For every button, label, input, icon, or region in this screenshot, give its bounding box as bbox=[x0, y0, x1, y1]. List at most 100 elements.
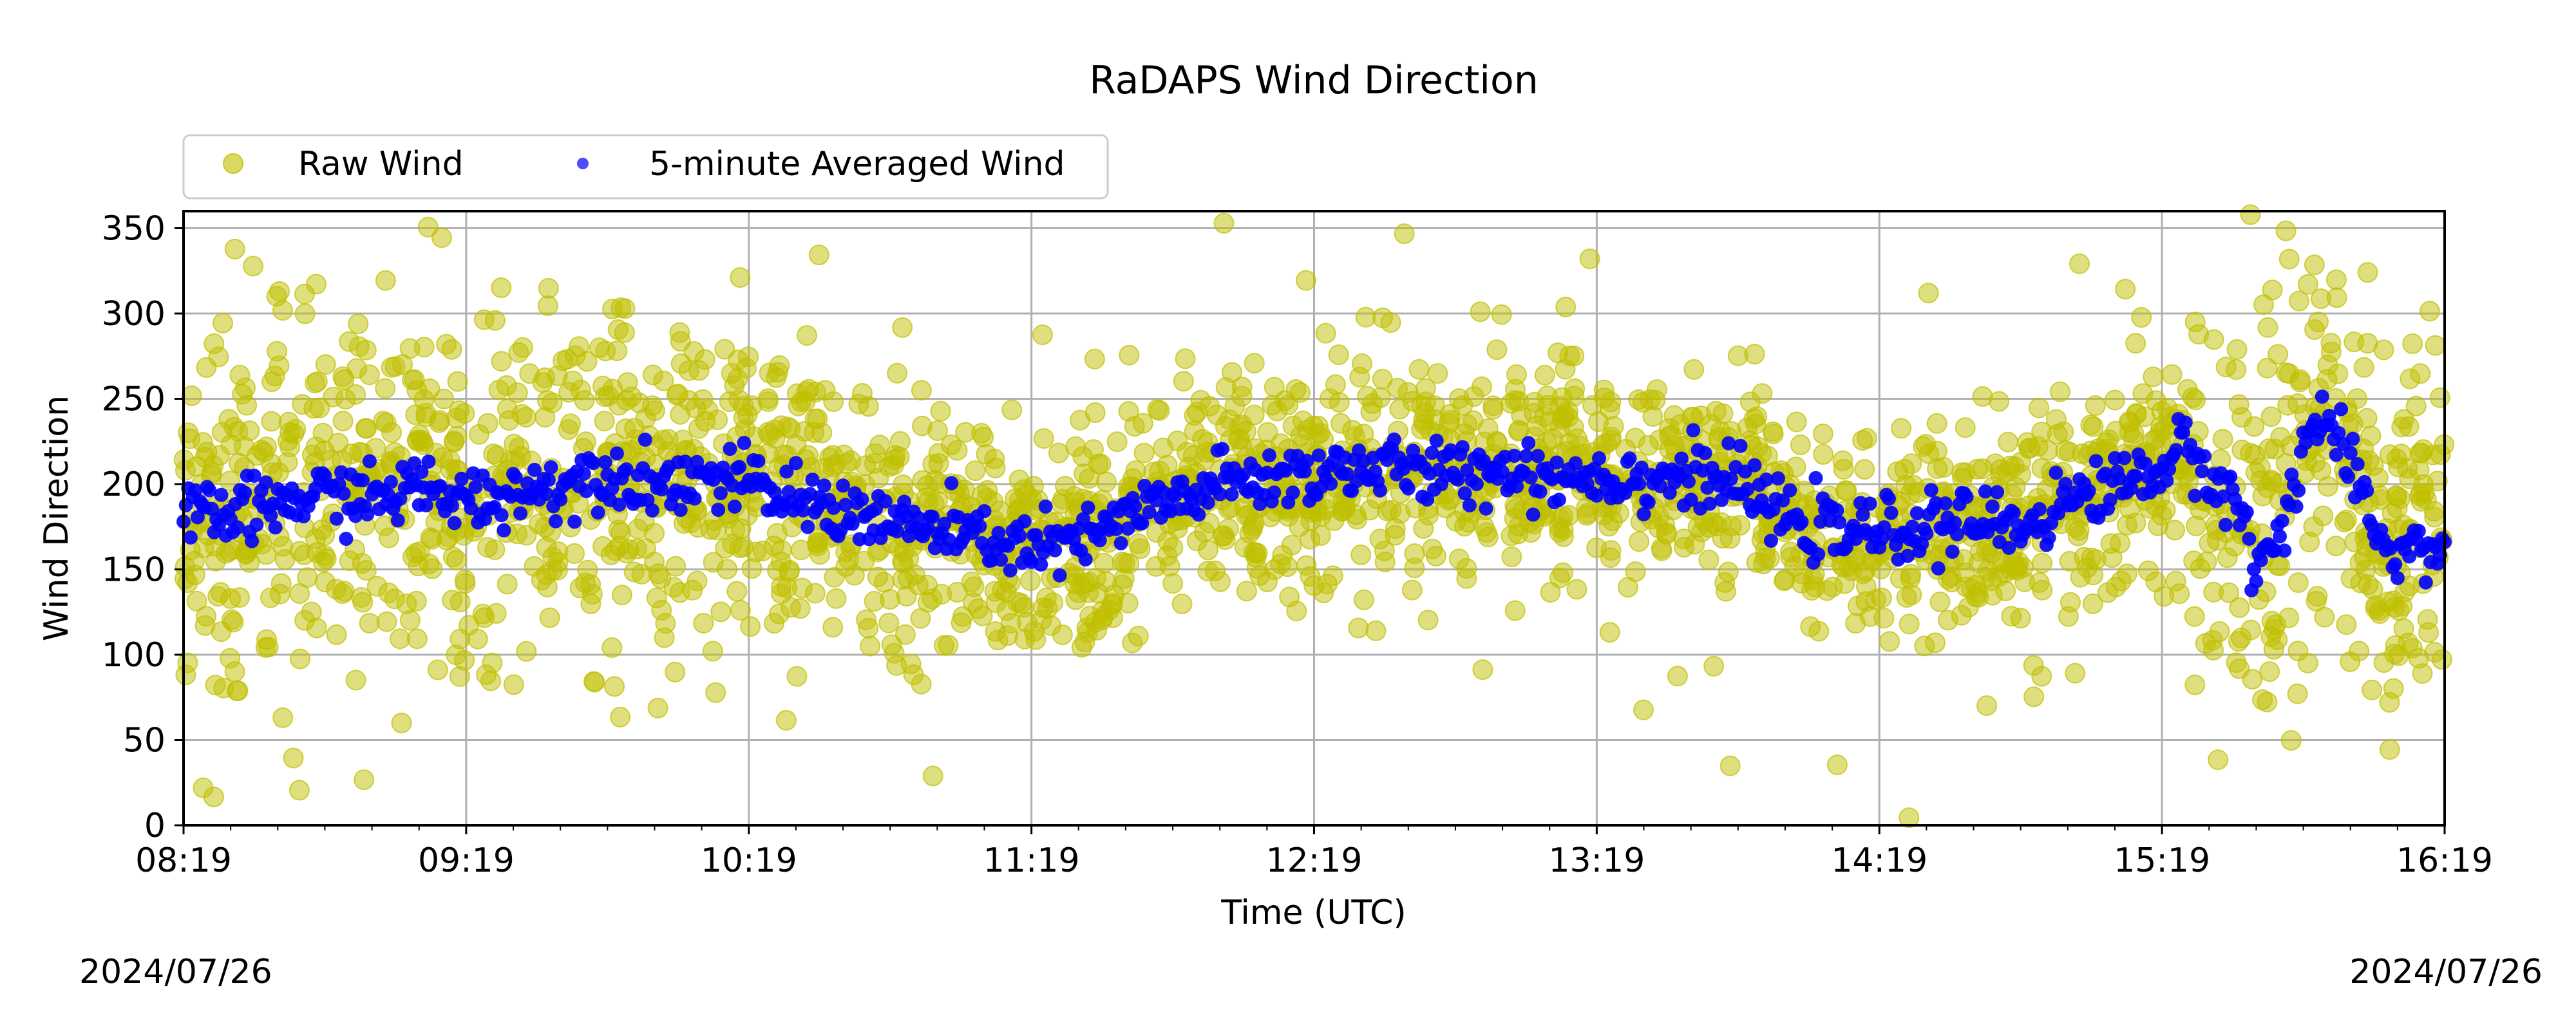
raw-wind-point bbox=[390, 628, 410, 650]
y-axis-ticks: 0 50 100 150 200 250 300 350 bbox=[102, 210, 184, 845]
raw-wind-point bbox=[1257, 422, 1278, 443]
raw-wind-point bbox=[1325, 374, 1346, 395]
raw-wind-point bbox=[2240, 204, 2261, 225]
raw-wind-point bbox=[1348, 617, 1369, 639]
averaged-wind-point bbox=[1636, 507, 1651, 521]
raw-wind-point bbox=[1119, 553, 1140, 574]
averaged-wind-point bbox=[2360, 483, 2374, 498]
averaged-wind-point bbox=[1698, 445, 1712, 460]
raw-wind-point bbox=[805, 382, 826, 402]
raw-wind-point bbox=[261, 371, 283, 392]
raw-wind-point bbox=[2031, 666, 2052, 687]
raw-wind-point bbox=[289, 780, 310, 801]
raw-wind-point bbox=[2131, 307, 2152, 328]
raw-wind-point bbox=[1229, 429, 1250, 450]
raw-wind-point bbox=[2431, 649, 2452, 670]
averaged-wind-point bbox=[2334, 402, 2349, 417]
raw-wind-point bbox=[1452, 395, 1473, 416]
raw-wind-point bbox=[2083, 416, 2104, 437]
raw-wind-point bbox=[2257, 477, 2278, 498]
raw-wind-point bbox=[270, 573, 292, 594]
averaged-wind-point bbox=[751, 454, 766, 469]
averaged-wind-point bbox=[972, 519, 987, 534]
averaged-wind-point bbox=[1429, 433, 1444, 448]
averaged-wind-point bbox=[1771, 471, 1785, 486]
raw-wind-point bbox=[477, 413, 498, 434]
raw-wind-point bbox=[1307, 424, 1328, 445]
raw-wind-point bbox=[1663, 405, 1685, 426]
raw-wind-point bbox=[1534, 364, 1555, 386]
averaged-wind-point bbox=[567, 514, 582, 529]
y-tick-label: 200 bbox=[102, 465, 166, 504]
raw-wind-point bbox=[1506, 364, 1527, 385]
averaged-wind-point bbox=[2058, 476, 2073, 491]
raw-wind-point bbox=[2278, 248, 2300, 270]
averaged-wind-point bbox=[1352, 443, 1366, 458]
averaged-wind-point bbox=[336, 486, 351, 501]
raw-wind-point bbox=[477, 537, 498, 558]
raw-wind-point bbox=[1224, 396, 1245, 417]
averaged-wind-point bbox=[329, 511, 344, 526]
raw-wind-point bbox=[987, 630, 1009, 651]
raw-wind-point bbox=[339, 550, 360, 572]
raw-wind-point bbox=[484, 310, 506, 331]
averaged-wind-point bbox=[2049, 465, 2063, 480]
raw-wind-point bbox=[627, 518, 649, 539]
averaged-wind-point bbox=[1832, 515, 1847, 530]
averaged-wind-point bbox=[444, 498, 459, 513]
averaged-wind-point bbox=[2041, 530, 2056, 545]
y-tick-label: 0 bbox=[144, 807, 166, 845]
averaged-wind-point bbox=[1121, 521, 1135, 536]
raw-wind-point bbox=[2270, 427, 2291, 448]
raw-wind-point bbox=[594, 411, 615, 432]
raw-wind-point bbox=[1576, 505, 1597, 526]
raw-wind-point bbox=[1879, 631, 1900, 652]
averaged-wind-point bbox=[1764, 534, 1778, 548]
raw-wind-point bbox=[727, 368, 748, 389]
raw-wind-point bbox=[2045, 409, 2067, 430]
raw-wind-point bbox=[611, 297, 632, 318]
raw-wind-point bbox=[2303, 516, 2324, 538]
raw-wind-point bbox=[2402, 333, 2423, 354]
raw-wind-point bbox=[757, 388, 779, 409]
raw-wind-point bbox=[884, 449, 905, 471]
averaged-wind-point bbox=[2331, 426, 2346, 440]
raw-wind-point bbox=[2125, 333, 2146, 354]
raw-wind-point bbox=[2427, 471, 2448, 492]
raw-wind-point bbox=[1331, 413, 1351, 434]
raw-wind-point bbox=[1128, 626, 1149, 647]
raw-wind-point bbox=[1540, 582, 1561, 603]
raw-wind-point bbox=[911, 673, 932, 695]
raw-wind-point bbox=[1780, 547, 1801, 568]
x-tick-label: 14:19 bbox=[1831, 841, 1927, 880]
averaged-wind-point bbox=[2195, 464, 2210, 479]
raw-wind-point bbox=[1315, 323, 1336, 344]
raw-wind-point bbox=[345, 670, 366, 691]
raw-wind-point bbox=[1599, 622, 1620, 643]
averaged-wind-point bbox=[1519, 449, 1533, 464]
raw-wind-point bbox=[1357, 386, 1378, 407]
averaged-wind-point bbox=[638, 433, 652, 447]
raw-wind-point bbox=[312, 422, 334, 444]
averaged-wind-point bbox=[1549, 455, 1564, 470]
raw-wind-point bbox=[881, 634, 902, 655]
raw-wind-point bbox=[1404, 543, 1425, 564]
raw-wind-point bbox=[2257, 317, 2278, 338]
averaged-wind-point bbox=[1017, 514, 1032, 529]
averaged-wind-point bbox=[1267, 485, 1282, 500]
raw-wind-point bbox=[515, 407, 536, 428]
raw-wind-point bbox=[1715, 581, 1736, 602]
averaged-wind-point bbox=[1003, 563, 1018, 578]
raw-wind-point bbox=[2100, 533, 2121, 554]
averaged-wind-point bbox=[1700, 480, 1715, 495]
raw-wind-point bbox=[646, 587, 667, 608]
averaged-wind-point bbox=[2315, 389, 2329, 404]
raw-wind-point bbox=[665, 556, 687, 577]
raw-wind-point bbox=[339, 331, 360, 352]
raw-wind-point bbox=[508, 342, 529, 363]
averaged-wind-point bbox=[1759, 473, 1774, 487]
raw-wind-point bbox=[1037, 598, 1058, 619]
raw-wind-point bbox=[2032, 579, 2053, 601]
raw-wind-point bbox=[804, 583, 826, 604]
raw-wind-point bbox=[2161, 364, 2183, 385]
